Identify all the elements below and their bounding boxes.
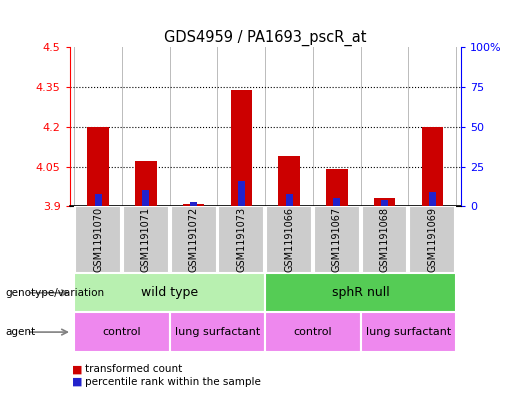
Bar [278, 156, 300, 206]
Text: transformed count: transformed count [85, 364, 182, 375]
Bar [74, 273, 265, 312]
Text: GSM1191071: GSM1191071 [141, 207, 151, 272]
Text: genotype/variation: genotype/variation [5, 288, 104, 298]
Title: GDS4959 / PA1693_pscR_at: GDS4959 / PA1693_pscR_at [164, 29, 367, 46]
Text: lung surfactant: lung surfactant [366, 327, 451, 337]
Bar [170, 206, 216, 273]
Text: GSM1191067: GSM1191067 [332, 207, 342, 272]
Text: control: control [102, 327, 141, 337]
Bar [170, 312, 265, 352]
Bar [333, 198, 340, 206]
Bar [88, 127, 109, 206]
Bar [374, 198, 396, 206]
Text: GSM1191070: GSM1191070 [93, 207, 103, 272]
Bar [326, 169, 348, 206]
Bar [362, 206, 407, 273]
Text: control: control [294, 327, 332, 337]
Bar [190, 202, 197, 206]
Bar [218, 206, 264, 273]
Bar [422, 127, 443, 206]
Text: agent: agent [5, 327, 35, 337]
Bar [285, 194, 293, 206]
Bar [265, 312, 360, 352]
Text: sphR null: sphR null [332, 286, 389, 299]
Text: GSM1191073: GSM1191073 [236, 207, 246, 272]
Bar [74, 312, 170, 352]
Bar [381, 200, 388, 206]
Text: GSM1191068: GSM1191068 [380, 207, 389, 272]
Text: ■: ■ [72, 364, 82, 375]
Text: percentile rank within the sample: percentile rank within the sample [85, 377, 261, 387]
Bar [266, 206, 312, 273]
Bar [265, 273, 456, 312]
Bar [135, 161, 157, 206]
Bar [231, 90, 252, 206]
Bar [142, 190, 149, 206]
Text: wild type: wild type [141, 286, 198, 299]
Text: GSM1191069: GSM1191069 [427, 207, 437, 272]
Text: ■: ■ [72, 377, 82, 387]
Bar [95, 194, 102, 206]
Bar [360, 312, 456, 352]
Text: lung surfactant: lung surfactant [175, 327, 260, 337]
Bar [314, 206, 360, 273]
Bar [183, 204, 204, 206]
Text: GSM1191066: GSM1191066 [284, 207, 294, 272]
Bar [75, 206, 121, 273]
Bar [238, 181, 245, 206]
Bar [409, 206, 455, 273]
Text: GSM1191072: GSM1191072 [188, 207, 199, 272]
Bar [123, 206, 169, 273]
Bar [428, 192, 436, 206]
